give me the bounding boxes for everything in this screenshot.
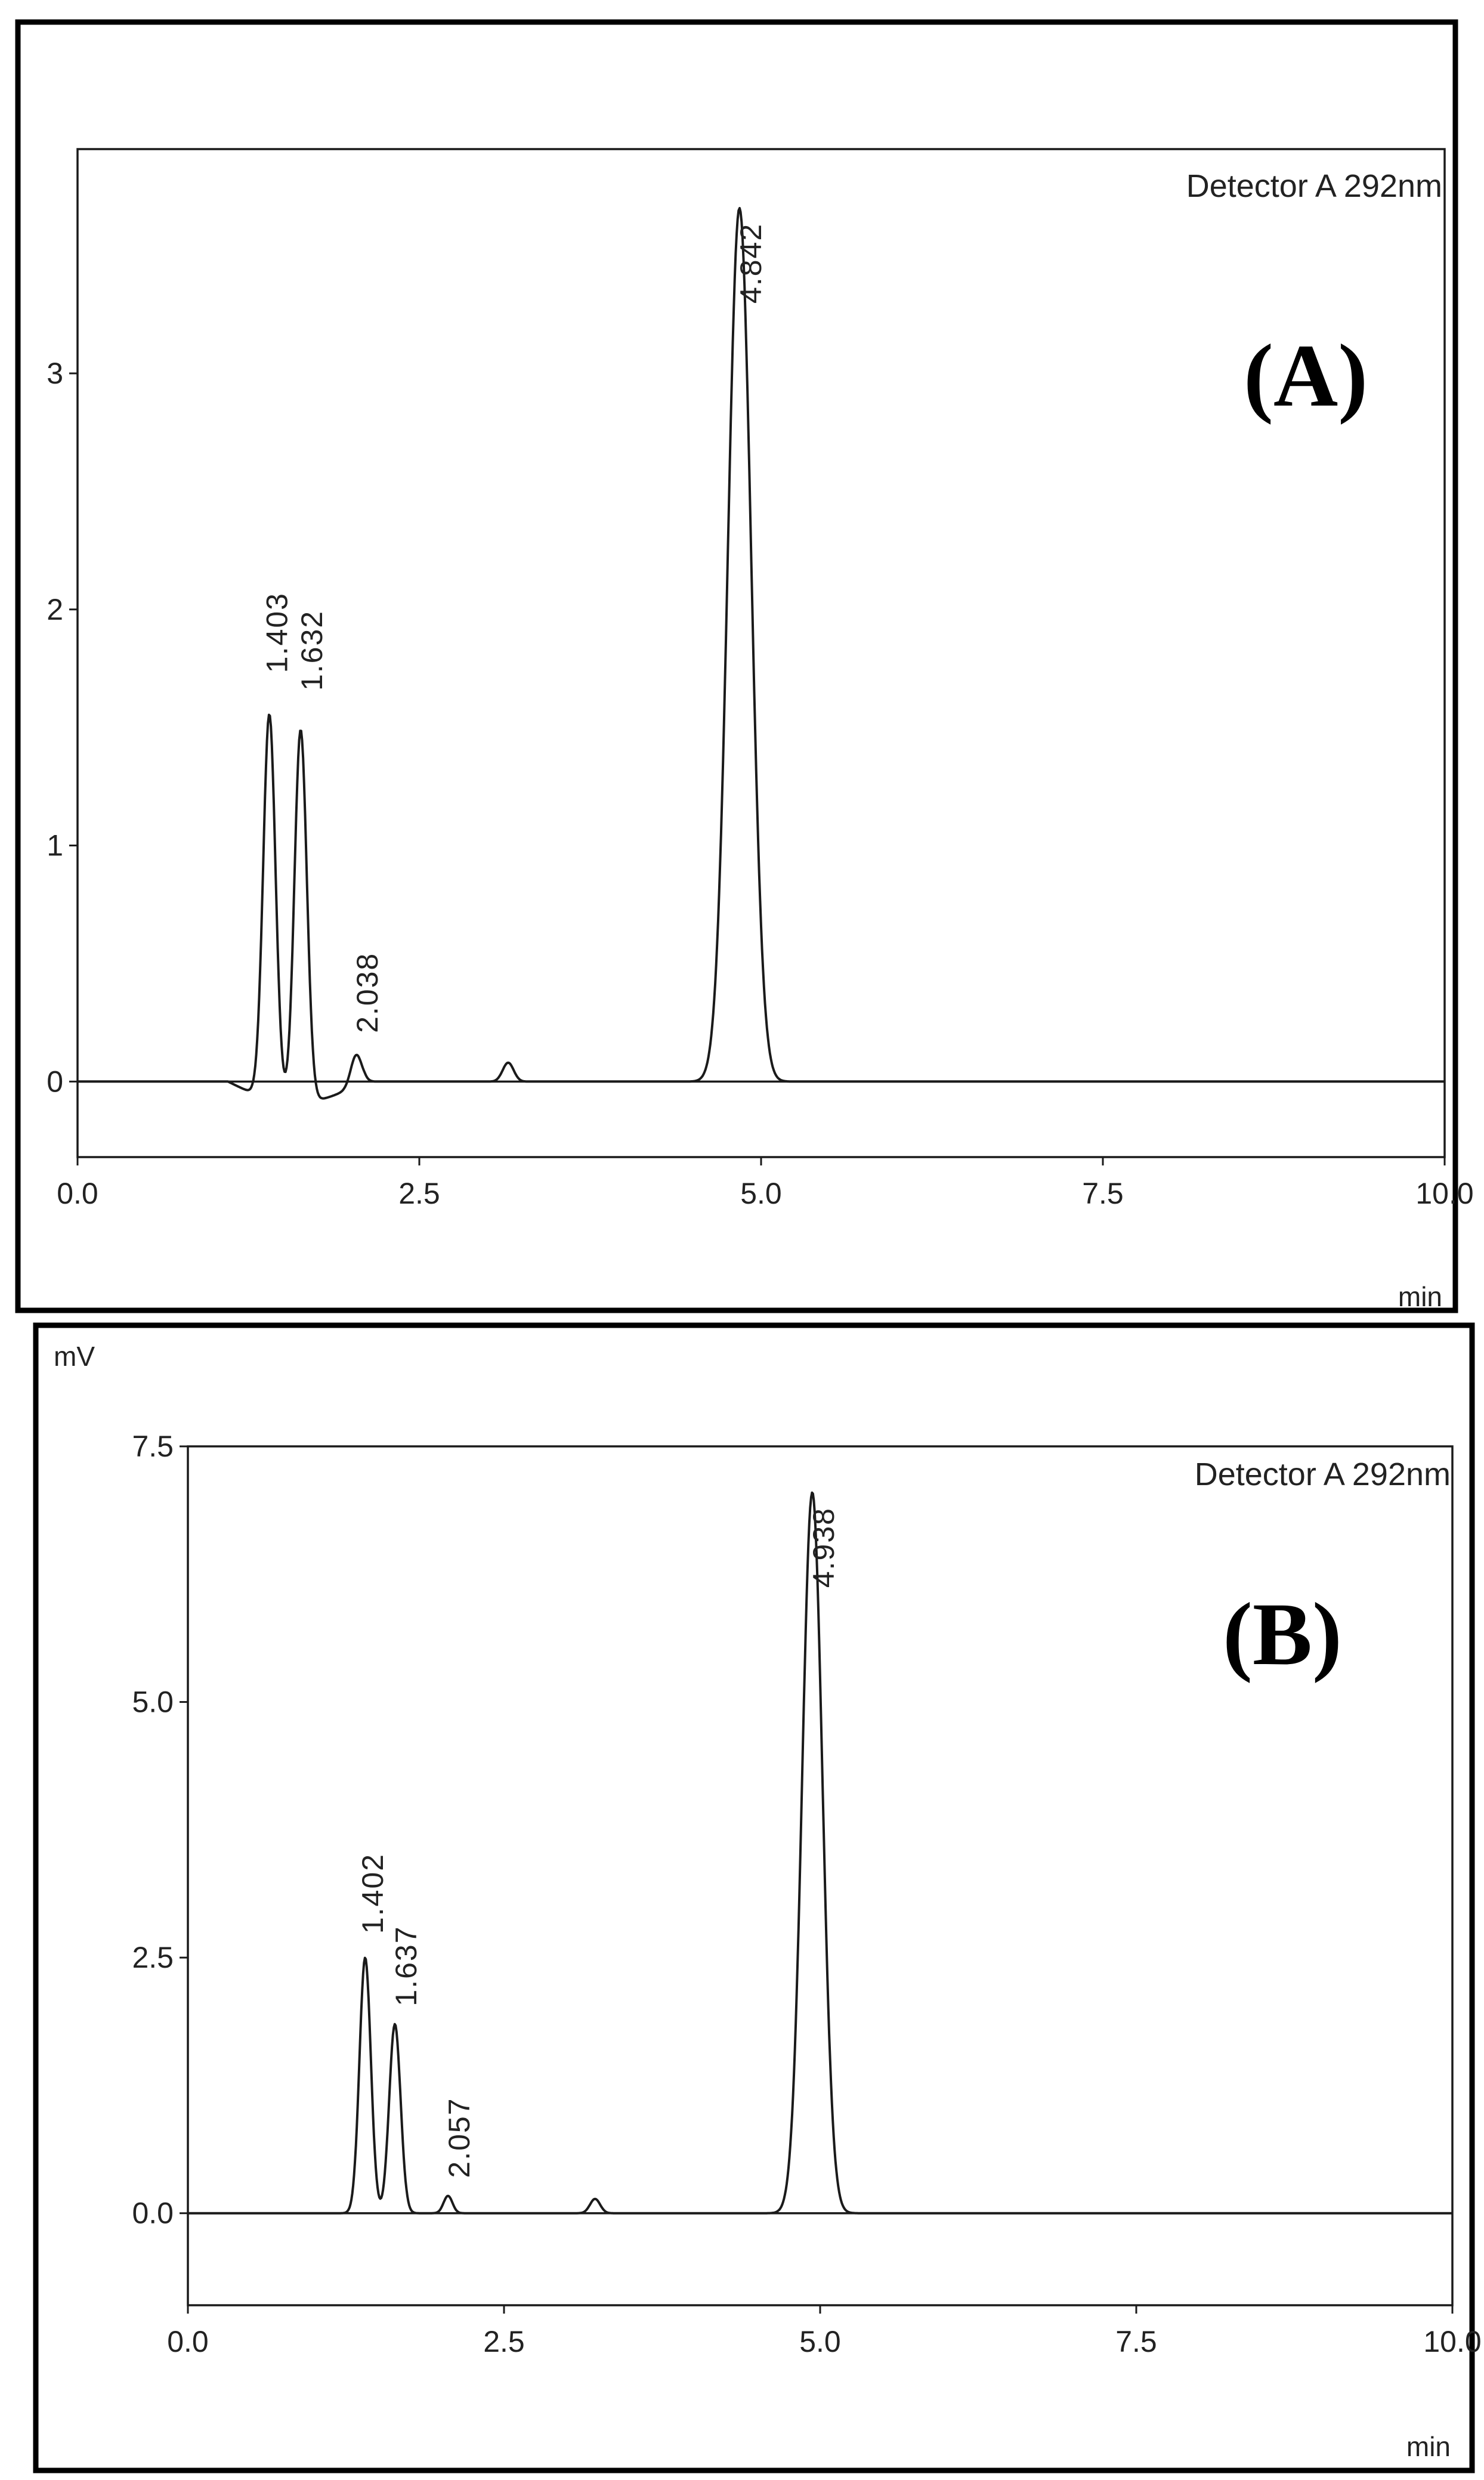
y-tick-label: 0 (47, 1065, 63, 1098)
x-tick-label: 0.0 (167, 2325, 209, 2358)
x-tick-label: 5.0 (740, 1177, 782, 1210)
peak-label: 1.632 (295, 610, 329, 691)
y-tick-label: 2 (47, 593, 63, 626)
x-tick-label: 0.0 (57, 1177, 98, 1210)
panel-b-x-unit: min (1406, 2431, 1451, 2462)
panel-b-y-unit: mV (54, 1341, 95, 1372)
peak-label: 1.403 (261, 592, 294, 673)
peak-label: 4.842 (734, 223, 768, 304)
x-tick-label: 2.5 (483, 2325, 525, 2358)
y-tick-label: 5.0 (132, 1686, 174, 1719)
panel-a-trace (77, 207, 1445, 1100)
x-tick-label: 5.0 (799, 2325, 841, 2358)
panel-b-legend: Detector A 292nm (1195, 1457, 1451, 1492)
peak-label: 2.038 (351, 953, 384, 1033)
panel-a-y-axis: 0 1 2 3 (47, 357, 78, 1098)
y-tick-label: 2.5 (132, 1941, 174, 1974)
y-tick-label: 3 (47, 357, 63, 390)
x-tick-label: 10.0 (1415, 1177, 1473, 1210)
panel-a-x-unit: min (1398, 1281, 1442, 1312)
peak-label: 1.637 (389, 1925, 423, 2006)
peak-label: 4.938 (807, 1507, 840, 1588)
panel-b-x-axis: 0.0 2.5 5.0 7.5 10.0 (167, 2305, 1482, 2358)
panel-a-legend: Detector A 292nm (1186, 168, 1442, 204)
chromatogram-panel-b: 0.0 2.5 5.0 7.5 10.0 0.0 2.5 5.0 7.5 1.4021.637… (33, 1322, 1482, 2473)
chromatogram-panel-a: 0.0 2.5 5.0 7.5 10.0 0 1 2 3 1.403 1.632 2.038 4.8… (15, 19, 1474, 1313)
x-tick-label: 7.5 (1115, 2325, 1157, 2358)
panel-b-frame (33, 1322, 1475, 2473)
x-tick-label: 2.5 (398, 1177, 440, 1210)
y-tick-label: 0.0 (132, 2197, 174, 2230)
x-tick-label: 7.5 (1082, 1177, 1124, 1210)
panel-a-x-axis: 0.0 2.5 5.0 7.5 10.0 (57, 1157, 1474, 1210)
y-tick-label: 1 (47, 829, 63, 862)
panel-b-trace (187, 1491, 1453, 2215)
peak-label: 2.057 (443, 2097, 476, 2178)
panel-a-label: (A) (1244, 326, 1368, 425)
peak-label: 1.402 (356, 1853, 389, 1934)
y-tick-label: 7.5 (132, 1430, 174, 1463)
panel-b-label: (B) (1223, 1585, 1342, 1684)
panel-a-peak-labels: 1.403 1.632 2.038 4.842 (261, 223, 768, 1033)
panel-a-frame (15, 19, 1458, 1313)
panel-b-y-axis: 0.0 2.5 5.0 7.5 (132, 1430, 188, 2230)
x-tick-label: 10.0 (1423, 2325, 1481, 2358)
